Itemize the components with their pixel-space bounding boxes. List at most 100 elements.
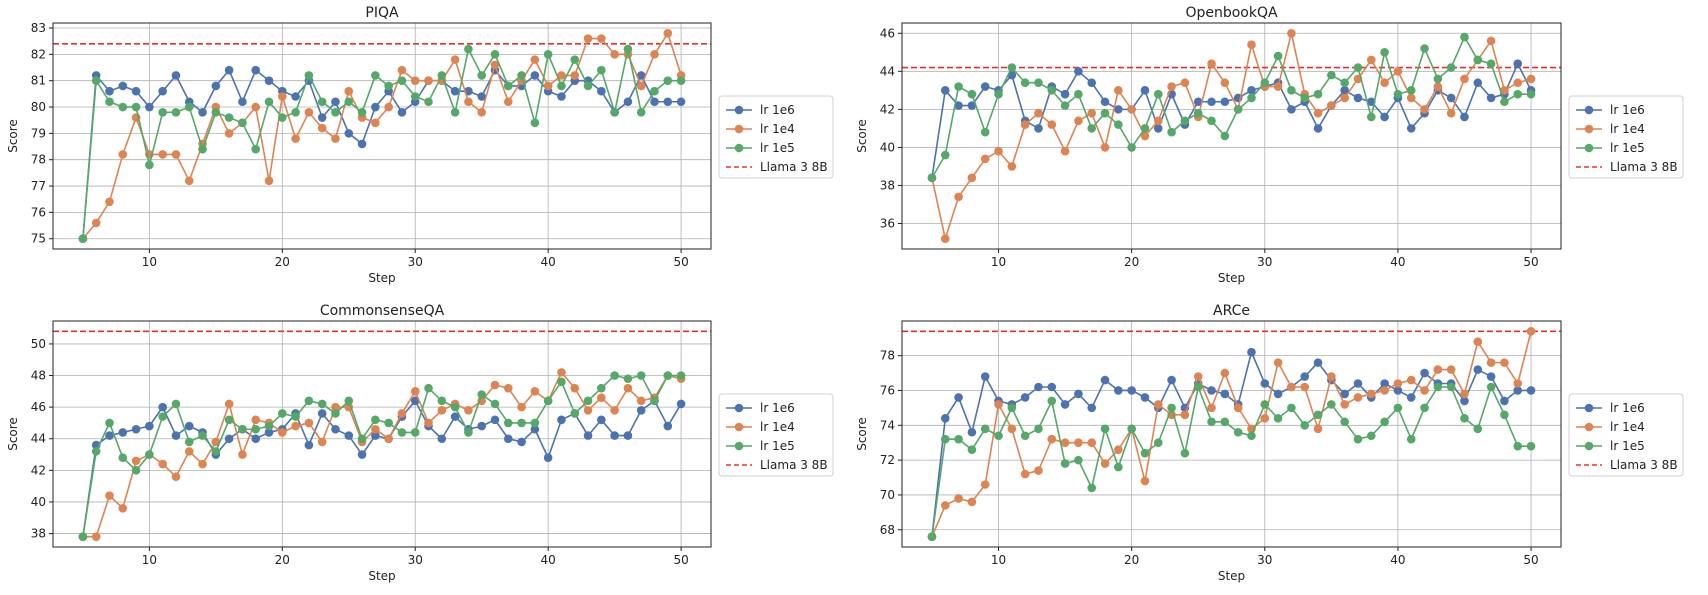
data-point <box>171 150 181 159</box>
legend-box <box>718 95 834 179</box>
chart-title: CommonsenseQA <box>320 303 445 319</box>
y-tick-label: 76 <box>31 205 46 219</box>
data-point <box>1486 358 1496 367</box>
data-point <box>1114 105 1123 114</box>
legend-box <box>1568 95 1684 179</box>
data-point <box>1114 386 1123 395</box>
data-point <box>1034 124 1043 133</box>
data-point <box>1273 51 1283 61</box>
data-point <box>610 371 619 380</box>
data-point <box>557 81 566 91</box>
data-point <box>980 82 990 91</box>
data-point <box>1260 78 1270 88</box>
data-point <box>557 368 566 377</box>
data-point <box>1486 93 1496 103</box>
data-point <box>1074 67 1083 76</box>
data-point <box>371 431 380 440</box>
data-point <box>1526 89 1536 99</box>
data-point <box>477 107 486 117</box>
x-tick-label: 10 <box>991 255 1006 269</box>
data-point <box>304 71 314 80</box>
legend-label: lr 1e4 <box>760 122 795 136</box>
data-point <box>410 76 420 85</box>
data-point <box>331 107 340 117</box>
data-point <box>278 409 287 418</box>
y-tick-label: 44 <box>31 432 46 446</box>
data-point <box>1153 116 1163 126</box>
data-point <box>1420 403 1429 413</box>
data-point <box>1114 120 1123 129</box>
data-point <box>1167 82 1176 91</box>
data-point <box>1100 424 1110 434</box>
data-point <box>158 459 167 469</box>
data-point <box>1007 162 1017 171</box>
y-tick-label: 78 <box>31 153 46 167</box>
data-point <box>1433 382 1443 392</box>
data-point <box>1034 108 1043 118</box>
x-tick-label: 40 <box>1390 553 1405 567</box>
data-point <box>1313 124 1323 133</box>
y-tick-label: 79 <box>31 126 46 140</box>
data-point <box>184 447 194 456</box>
data-point <box>118 453 128 463</box>
data-point <box>1446 63 1456 72</box>
data-point <box>557 377 566 387</box>
data-point <box>384 81 393 91</box>
data-point <box>118 81 128 91</box>
y-tick-label: 83 <box>31 21 46 35</box>
data-point <box>1127 143 1136 152</box>
data-point <box>158 86 167 96</box>
data-point <box>1433 74 1443 84</box>
data-point <box>304 440 314 450</box>
data-point <box>650 50 659 59</box>
data-point <box>1074 116 1083 126</box>
data-point <box>1366 55 1376 65</box>
data-point <box>1420 386 1429 395</box>
data-point <box>291 107 300 117</box>
data-point <box>1220 97 1230 107</box>
data-point <box>1513 386 1523 395</box>
data-point <box>158 412 167 421</box>
series-lr-1e4 <box>78 28 686 244</box>
data-point <box>1473 78 1483 88</box>
legend-label: Llama 3 8B <box>1610 160 1678 174</box>
axes-frame <box>901 320 1562 548</box>
data-point <box>623 431 633 440</box>
data-point <box>357 450 367 459</box>
data-point <box>1220 368 1230 378</box>
series-line <box>82 68 682 239</box>
data-point <box>583 81 593 91</box>
subplot-arce: 10 20 30 40 50 68 70 72 74 76 78 ARCe Step Score lr 1e… <box>855 303 1684 583</box>
data-point <box>1273 414 1283 423</box>
data-point <box>1020 393 1030 402</box>
data-point <box>1100 459 1110 468</box>
data-point <box>583 34 593 43</box>
y-tick-label: 82 <box>31 47 46 61</box>
y-tick-label: 81 <box>31 74 46 88</box>
y-tick-label: 44 <box>880 64 895 78</box>
data-point <box>291 134 300 143</box>
data-point <box>131 424 141 434</box>
data-point <box>437 434 447 444</box>
data-point <box>517 402 526 412</box>
y-axis-label: Score <box>855 119 869 153</box>
x-tick-label: 40 <box>541 553 556 567</box>
y-tick-label: 40 <box>880 140 895 154</box>
data-point <box>331 97 340 107</box>
data-point <box>1180 116 1190 126</box>
data-point <box>530 424 540 434</box>
data-point <box>636 371 646 380</box>
data-point <box>1140 86 1150 95</box>
series-lr-1e6 <box>927 347 1536 542</box>
data-point <box>357 139 367 149</box>
data-point <box>1087 483 1097 493</box>
legend-label: Llama 3 8B <box>1610 458 1678 472</box>
series-line <box>931 35 1532 179</box>
data-point <box>1406 393 1416 402</box>
legend-swatch-marker <box>734 422 744 432</box>
data-point <box>623 44 633 54</box>
data-point <box>1207 386 1216 395</box>
data-point <box>503 81 513 91</box>
data-point <box>278 113 287 122</box>
series-lr-1e4 <box>927 28 1536 244</box>
